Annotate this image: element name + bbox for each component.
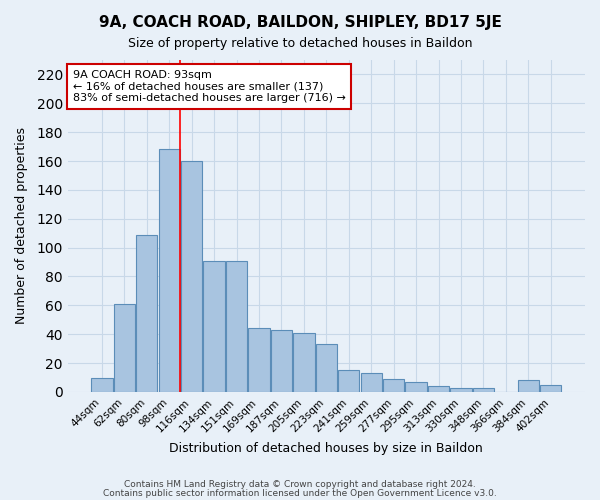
Bar xyxy=(248,328,269,392)
Bar xyxy=(361,373,382,392)
Text: Size of property relative to detached houses in Baildon: Size of property relative to detached ho… xyxy=(128,38,472,51)
Text: Contains HM Land Registry data © Crown copyright and database right 2024.: Contains HM Land Registry data © Crown c… xyxy=(124,480,476,489)
Text: 9A, COACH ROAD, BAILDON, SHIPLEY, BD17 5JE: 9A, COACH ROAD, BAILDON, SHIPLEY, BD17 5… xyxy=(98,15,502,30)
Bar xyxy=(540,384,562,392)
Y-axis label: Number of detached properties: Number of detached properties xyxy=(15,128,28,324)
Bar xyxy=(158,150,180,392)
Bar xyxy=(473,388,494,392)
Bar xyxy=(518,380,539,392)
Text: Contains public sector information licensed under the Open Government Licence v3: Contains public sector information licen… xyxy=(103,488,497,498)
Bar xyxy=(203,260,225,392)
Bar xyxy=(136,234,157,392)
Bar xyxy=(181,161,202,392)
Bar xyxy=(406,382,427,392)
Bar xyxy=(226,260,247,392)
Bar xyxy=(428,386,449,392)
Bar xyxy=(383,379,404,392)
Bar xyxy=(293,333,314,392)
Bar xyxy=(316,344,337,392)
Bar xyxy=(113,304,135,392)
Bar xyxy=(451,388,472,392)
Text: 9A COACH ROAD: 93sqm
← 16% of detached houses are smaller (137)
83% of semi-deta: 9A COACH ROAD: 93sqm ← 16% of detached h… xyxy=(73,70,346,103)
Bar xyxy=(271,330,292,392)
X-axis label: Distribution of detached houses by size in Baildon: Distribution of detached houses by size … xyxy=(169,442,483,455)
Bar xyxy=(338,370,359,392)
Bar xyxy=(91,378,113,392)
